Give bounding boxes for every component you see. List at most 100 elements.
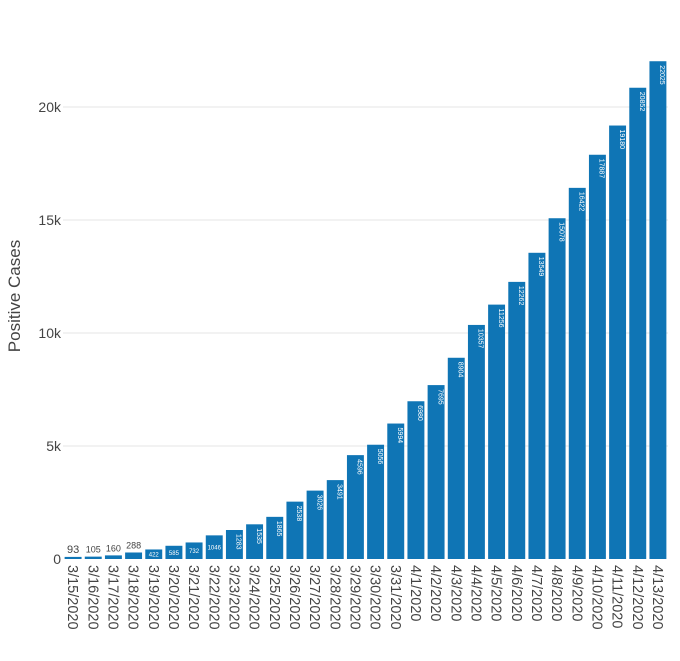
bar — [629, 87, 647, 559]
y-tick-label: 5k — [46, 438, 62, 454]
y-tick-label: 15k — [38, 212, 62, 228]
data-label: 585 — [169, 551, 180, 557]
x-tick-label: 3/17/2020 — [104, 565, 120, 630]
bar — [488, 304, 506, 559]
data-label: 1535 — [255, 528, 262, 544]
bar — [447, 357, 465, 559]
x-tick-label: 3/28/2020 — [326, 565, 342, 630]
x-tick-label: 4/9/2020 — [568, 565, 584, 621]
bar — [508, 281, 526, 559]
x-tick-label: 4/10/2020 — [588, 565, 604, 630]
bar — [387, 423, 405, 559]
bar — [528, 252, 546, 559]
x-tick-label: 3/18/2020 — [125, 565, 141, 630]
data-label: 3491 — [335, 484, 342, 500]
data-label: 20852 — [638, 92, 645, 112]
bar — [185, 542, 203, 559]
bar — [125, 552, 143, 559]
bar — [609, 125, 627, 560]
x-tick-label: 3/24/2020 — [246, 565, 262, 630]
data-label: 5056 — [376, 449, 383, 465]
data-labels: 93 105 160 288 422 585 732 1046 1283 1535 1865 2538… — [67, 65, 665, 558]
data-label: 19180 — [618, 130, 625, 150]
y-tick-label: 10k — [38, 325, 62, 341]
x-tick-label: 3/16/2020 — [84, 565, 100, 630]
bar — [306, 490, 324, 559]
bar — [548, 218, 566, 560]
bar — [346, 455, 364, 559]
data-label: 732 — [189, 549, 200, 555]
data-label: 12262 — [517, 286, 524, 306]
bar — [205, 535, 223, 559]
data-label: 6980 — [416, 405, 423, 421]
y-tick-label: 20k — [38, 99, 62, 115]
bar — [326, 480, 344, 559]
x-tick-label: 4/7/2020 — [528, 565, 544, 621]
data-label: 288 — [126, 540, 141, 550]
data-label: 1283 — [235, 534, 242, 550]
bar — [427, 385, 445, 559]
bar — [225, 530, 243, 559]
x-tick-label: 4/6/2020 — [508, 565, 524, 621]
x-tick-label: 3/30/2020 — [367, 565, 383, 630]
data-label: 17887 — [598, 159, 605, 179]
data-label: 1046 — [208, 546, 222, 552]
data-label: 10357 — [477, 329, 484, 349]
x-tick-label: 3/27/2020 — [306, 565, 322, 630]
x-tick-label: 3/19/2020 — [145, 565, 161, 630]
x-tick-label: 3/31/2020 — [387, 565, 403, 630]
x-tick-label: 3/21/2020 — [185, 565, 201, 630]
data-label: 8904 — [456, 362, 463, 378]
bar — [286, 501, 304, 559]
data-label: 13549 — [537, 257, 544, 277]
data-label: 93 — [67, 544, 79, 556]
gridlines — [63, 106, 668, 447]
bar — [649, 61, 667, 560]
data-label: 105 — [86, 545, 101, 555]
bar — [64, 556, 82, 559]
x-tick-label: 4/12/2020 — [629, 565, 645, 630]
bar — [145, 549, 163, 559]
x-tick-label: 4/3/2020 — [447, 565, 463, 621]
x-tick-label: 4/5/2020 — [488, 565, 504, 621]
data-label: 422 — [149, 553, 160, 559]
y-tick-label: 0 — [53, 551, 61, 567]
x-tick-label: 3/15/2020 — [64, 565, 80, 630]
data-label: 160 — [106, 543, 121, 553]
data-label: 3026 — [315, 495, 322, 511]
x-tick-label: 4/1/2020 — [407, 565, 423, 621]
data-label: 5994 — [396, 428, 403, 444]
data-label: 1865 — [275, 521, 282, 537]
bar — [104, 555, 122, 559]
bar — [246, 524, 264, 559]
x-tick-label: 4/2/2020 — [427, 565, 443, 621]
data-label: 7695 — [436, 389, 443, 405]
data-label: 16422 — [577, 192, 584, 212]
x-tick-label: 4/11/2020 — [609, 565, 625, 628]
x-tick-label: 3/23/2020 — [225, 565, 241, 630]
x-tick-label: 3/22/2020 — [205, 565, 221, 630]
data-label: 2538 — [295, 506, 302, 522]
x-tick-label: 4/8/2020 — [548, 565, 564, 621]
bar — [84, 556, 102, 559]
data-label: 4596 — [356, 459, 363, 475]
y-axis-title: Positive Cases — [5, 240, 24, 352]
data-label: 11256 — [497, 309, 504, 328]
bar — [367, 444, 385, 559]
bar — [568, 187, 586, 559]
bar — [467, 324, 485, 559]
x-tick-label: 3/25/2020 — [266, 565, 282, 630]
x-tick-label: 4/4/2020 — [467, 565, 483, 621]
bar — [588, 154, 606, 560]
axes: 0 5k 10k 15k 20k 3/15/2020 3/16/2020 3/17/2020 3… — [38, 99, 664, 630]
x-tick-label: 3/20/2020 — [165, 565, 181, 630]
bar — [165, 545, 183, 559]
x-tick-label: 4/13/2020 — [649, 565, 665, 630]
bars — [64, 61, 667, 560]
data-label: 15078 — [557, 222, 564, 242]
data-label: 22025 — [658, 65, 665, 85]
x-tick-label: 3/29/2020 — [346, 565, 362, 630]
bar — [266, 516, 284, 559]
